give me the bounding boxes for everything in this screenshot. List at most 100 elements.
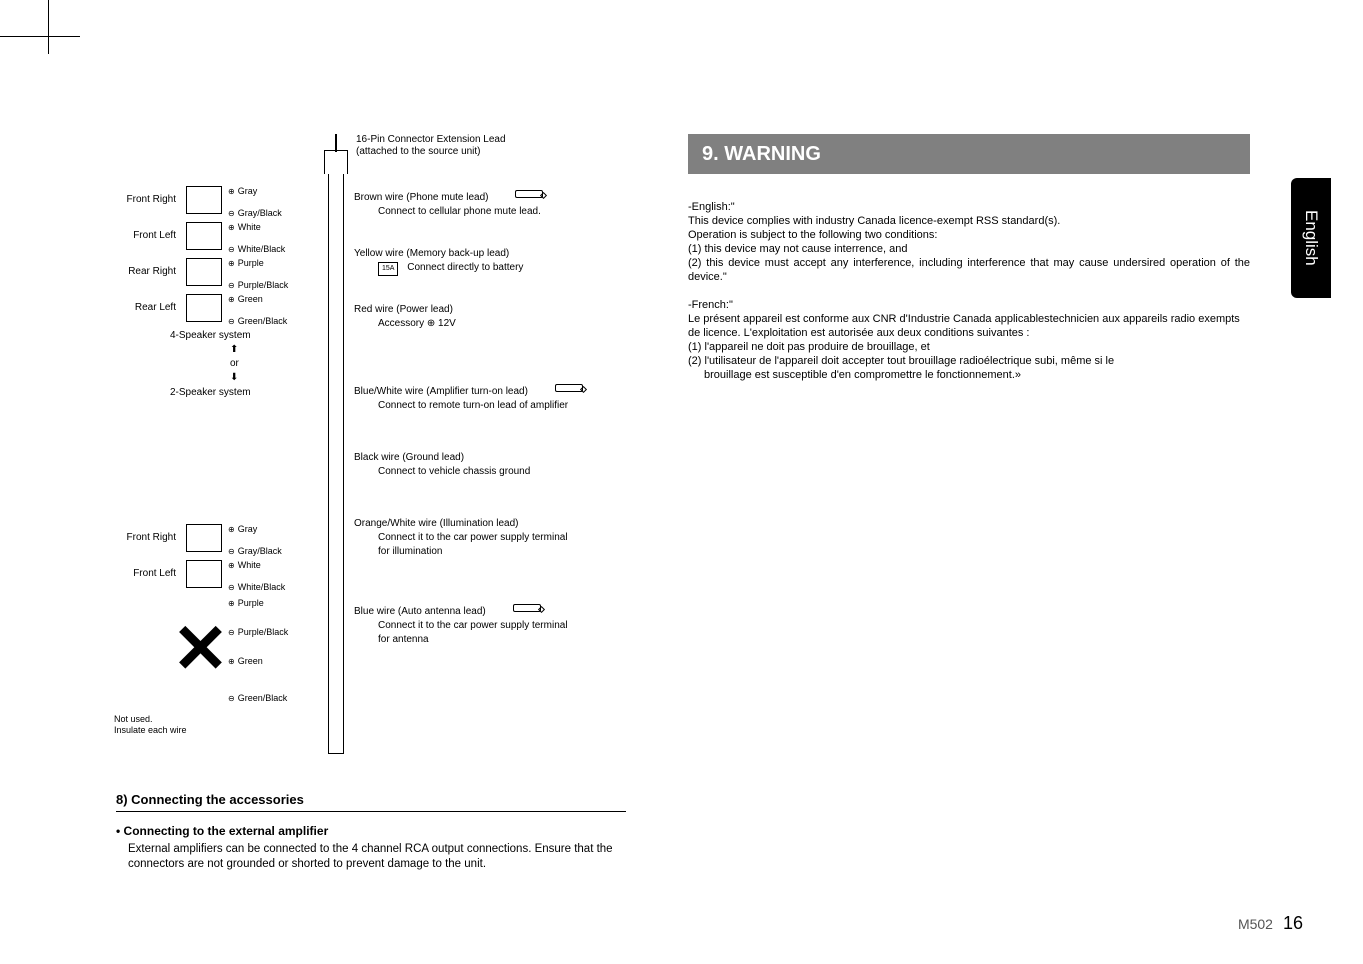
not-used-line1: Not used. [114, 714, 153, 724]
label-front-right-2: Front Right [120, 524, 180, 543]
polarity-minus-icon: ⊖ [228, 245, 235, 254]
warning-english-line1: This device complies with industry Canad… [688, 214, 1250, 228]
lead-bluewhite-sub: Connect to remote turn-on lead of amplif… [354, 400, 583, 412]
fuse-icon: 15A [378, 262, 398, 276]
crop-mark-horizontal [0, 36, 80, 37]
label-front-left-2: Front Left [120, 560, 180, 579]
wire-white-minus: White/Black [238, 244, 286, 254]
lead-orangewhite-title: Orange/White wire (Illumination lead) [354, 518, 519, 529]
polarity-plus-icon: ⊕ [228, 223, 235, 232]
section-8-body: External amplifiers can be connected to … [116, 842, 626, 872]
wire-bundle [328, 174, 344, 754]
speaker-box-icon [186, 222, 222, 250]
speaker-box-icon [186, 524, 222, 552]
connector-icon [555, 384, 583, 392]
warning-french-line3: (2) l'utilisateur de l'appareil doit acc… [688, 354, 1250, 368]
arrow-down-icon: ⬇ [120, 371, 320, 385]
warning-french-heading: -French:" [688, 298, 1250, 312]
speaker-box-icon [186, 560, 222, 588]
wire-purple-minus: Purple/Black [238, 280, 289, 290]
warning-english-line2: Operation is subject to the following tw… [688, 228, 1250, 242]
language-tab: English [1291, 178, 1331, 298]
polarity-plus-icon: ⊕ [228, 561, 235, 570]
lead-orangewhite-sub1: Connect it to the car power supply termi… [354, 532, 583, 544]
lead-black-title: Black wire (Ground lead) [354, 452, 464, 463]
warning-english-heading: -English:" [688, 200, 1250, 214]
warning-french-line1: Le présent appareil est conforme aux CNR… [688, 312, 1250, 340]
section-8-accessories: 8) Connecting the accessories • Connecti… [116, 792, 626, 872]
wire-purple-plus-2: Purple [238, 598, 264, 608]
wire-white-minus-2: White/Black [238, 582, 286, 592]
connector-icon [515, 190, 543, 198]
four-speaker-block: Front Right ⊕Gray ⊖Gray/Black Front Left… [120, 186, 320, 400]
connector-note-line1: 16-Pin Connector Extension Lead [356, 134, 506, 145]
lead-yellow-title: Yellow wire (Memory back-up lead) [354, 248, 509, 259]
or-label: or [120, 357, 320, 371]
two-speaker-system-label: 2-Speaker system [120, 387, 320, 398]
lead-blue-sub1: Connect it to the car power supply termi… [354, 620, 583, 632]
four-speaker-system-label: 4-Speaker system [120, 330, 320, 341]
polarity-minus-icon: ⊖ [228, 547, 235, 556]
polarity-minus-icon: ⊖ [228, 583, 235, 592]
polarity-minus-icon: ⊖ [228, 317, 235, 326]
polarity-plus-icon: ⊕ [228, 657, 235, 666]
wire-green-minus: Green/Black [238, 316, 288, 326]
crop-mark-vertical [48, 0, 49, 54]
wire-white-plus-2: White [238, 560, 261, 570]
lead-orangewhite-sub2: for illumination [354, 546, 583, 558]
lead-blue-title: Blue wire (Auto antenna lead) [354, 606, 486, 617]
polarity-minus-icon: ⊖ [228, 628, 235, 637]
wire-white-plus: White [238, 222, 261, 232]
section-8-subheading: • Connecting to the external amplifier [116, 824, 626, 838]
wire-purple-minus-2: Purple/Black [238, 627, 289, 637]
polarity-plus-icon: ⊕ [228, 525, 235, 534]
polarity-minus-icon: ⊖ [228, 694, 235, 703]
label-rear-right: Rear Right [120, 258, 180, 277]
lead-black-sub: Connect to vehicle chassis ground [354, 466, 583, 478]
label-front-right: Front Right [120, 186, 180, 205]
wire-gray-minus-2: Gray/Black [238, 546, 282, 556]
not-used-line2: Insulate each wire [114, 725, 187, 735]
wire-green-plus: Green [238, 294, 263, 304]
polarity-minus-icon: ⊖ [228, 281, 235, 290]
lead-brown-title: Brown wire (Phone mute lead) [354, 192, 489, 203]
speaker-box-icon [186, 186, 222, 214]
warning-english-line4: (2) this device must accept any interfer… [688, 256, 1250, 284]
warning-body: -English:" This device complies with ind… [688, 200, 1250, 396]
speaker-box-icon [186, 258, 222, 286]
wire-green-plus-2: Green [238, 656, 263, 666]
polarity-plus-icon: ⊕ [228, 187, 235, 196]
lead-brown-sub: Connect to cellular phone mute lead. [354, 206, 583, 218]
warning-title-bar: 9. WARNING [688, 134, 1250, 174]
wire-green-minus-2: Green/Black [238, 693, 288, 703]
lead-descriptions: Brown wire (Phone mute lead) Connect to … [354, 188, 583, 676]
warning-english-line3: (1) this device may not cause interrence… [688, 242, 1250, 256]
polarity-plus-icon: ⊕ [228, 599, 235, 608]
wire-gray-plus-2: Gray [238, 524, 258, 534]
polarity-minus-icon: ⊖ [228, 209, 235, 218]
lead-blue-sub2: for antenna [354, 634, 583, 646]
arrow-up-icon: ⬆ [120, 343, 320, 357]
label-rear-left: Rear Left [120, 294, 180, 313]
wire-gray-plus: Gray [238, 186, 258, 196]
page-footer: M502 16 [1238, 913, 1303, 934]
section-8-heading: 8) Connecting the accessories [116, 792, 626, 812]
not-used-x-icon: ✕ [168, 624, 229, 674]
wire-gray-minus: Gray/Black [238, 208, 282, 218]
connector-plug-icon [324, 150, 348, 174]
not-used-label: Not used. Insulate each wire [114, 714, 187, 736]
lead-bluewhite-title: Blue/White wire (Amplifier turn-on lead) [354, 386, 528, 397]
warning-french-line4: brouillage est susceptible d'en comprome… [688, 368, 1250, 382]
lead-red-title: Red wire (Power lead) [354, 304, 453, 315]
lead-yellow-sub: Connect directly to battery [407, 262, 523, 273]
two-speaker-block: Front Right ⊕Gray ⊖Gray/Black Front Left… [120, 524, 330, 736]
label-front-left: Front Left [120, 222, 180, 241]
connector-icon [513, 604, 541, 612]
warning-french-line2: (1) l'appareil ne doit pas produire de b… [688, 340, 1250, 354]
polarity-plus-icon: ⊕ [228, 259, 235, 268]
footer-page-number: 16 [1283, 913, 1303, 934]
wire-purple-plus: Purple [238, 258, 264, 268]
footer-model: M502 [1238, 916, 1273, 932]
connector-note-line2: (attached to the source unit) [356, 146, 481, 157]
warning-title: 9. WARNING [702, 143, 821, 166]
